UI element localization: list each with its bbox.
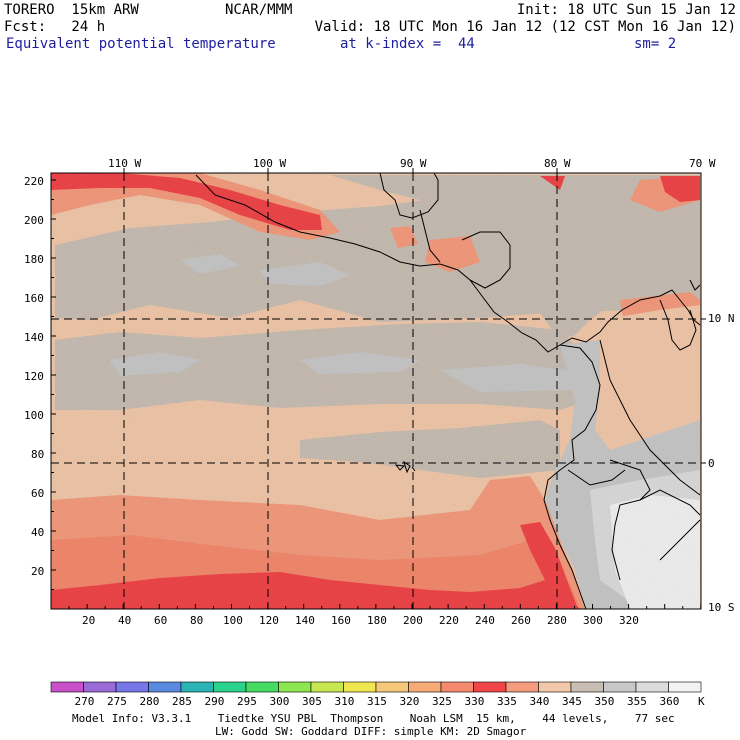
- colorbar-swatch: [148, 681, 182, 693]
- grid-x-label: 320: [619, 614, 639, 627]
- colorbar-swatch: [408, 681, 442, 693]
- lon-label-70w: 70 W: [689, 157, 716, 170]
- colorbar-swatch: [180, 681, 214, 693]
- smoothing-label: sm= 2: [634, 36, 677, 52]
- colorbar-swatch: [343, 681, 377, 693]
- colorbar-swatch: [473, 681, 507, 693]
- grid-x-label: 300: [583, 614, 603, 627]
- colorbar-tick-label: 340: [529, 695, 550, 708]
- org-label: NCAR/MMM: [225, 2, 293, 18]
- grid-x-label: 40: [118, 614, 132, 627]
- colorbar-swatch: [505, 681, 539, 693]
- colorbar-tick-label: 285: [172, 695, 192, 708]
- lon-label-80w: 80 W: [544, 157, 571, 170]
- colorbar-tick-label: 360: [659, 695, 680, 708]
- colorbar-swatch: [83, 681, 117, 693]
- grid-y-label: 80: [31, 448, 45, 461]
- colorbar-swatch: [213, 681, 247, 693]
- grid-x-label: 240: [475, 614, 495, 627]
- colorbar-swatch: [50, 681, 84, 693]
- lat-label-0: 0: [708, 457, 715, 470]
- grid-y-label: 60: [31, 487, 45, 500]
- model-info: Model Info: V3.3.1 Tiedtke YSU PBL Thomp…: [72, 712, 675, 725]
- physics-info: LW: Godd SW: Goddard DIFF: simple KM: 2D…: [215, 725, 527, 738]
- grid-ticks: [50, 168, 706, 610]
- coastlines: [195, 172, 701, 610]
- colorbar-tick-label: 280: [139, 695, 160, 708]
- colorbar-tick-label: 335: [497, 695, 517, 708]
- lat-label-10n: 10 N: [708, 312, 735, 325]
- grid-x-label: 280: [547, 614, 567, 627]
- grid-y-label: 120: [24, 370, 44, 383]
- texture-overlay: [51, 173, 701, 609]
- colorbar-swatch: [538, 681, 572, 693]
- colorbar-swatch: [570, 681, 604, 693]
- colorbar-swatch: [245, 681, 279, 693]
- colorbar-tick-label: 300: [269, 695, 290, 708]
- grid-y-label: 40: [31, 526, 45, 539]
- colorbar-unit: K: [698, 695, 705, 708]
- grid-x-label: 160: [331, 614, 351, 627]
- colorbar-tick-label: 270: [74, 695, 95, 708]
- grid-x-label: 200: [403, 614, 423, 627]
- lon-label-110w: 110 W: [108, 157, 142, 170]
- grid-y-label: 140: [24, 331, 44, 344]
- colorbar-tick-label: 295: [237, 695, 257, 708]
- colorbar-swatch: [115, 681, 149, 693]
- colorbar-swatch: [375, 681, 409, 693]
- grid-y-label: 200: [24, 214, 44, 227]
- colorbar-tick-label: 345: [562, 695, 582, 708]
- grid-y-label: 180: [24, 253, 44, 266]
- model-title: TORERO 15km ARW: [4, 2, 139, 18]
- grid-x-label: 140: [295, 614, 315, 627]
- grid-x-label: 100: [223, 614, 243, 627]
- grid-x-label: 120: [259, 614, 279, 627]
- colorbar-swatch: [310, 681, 344, 693]
- lon-label-90w: 90 W: [400, 157, 427, 170]
- colorbar-tick-label: 320: [399, 695, 420, 708]
- grid-y-label: 100: [24, 409, 44, 422]
- colorbar-tick-label: 315: [367, 695, 387, 708]
- graticule: [51, 173, 701, 609]
- grid-x-label: 220: [439, 614, 459, 627]
- colorbar-tick-label: 350: [594, 695, 615, 708]
- colorbar-tick-label: 305: [302, 695, 322, 708]
- colorbar-tick-label: 355: [627, 695, 647, 708]
- colorbar-tick-label: 325: [432, 695, 452, 708]
- field-name: Equivalent potential temperature: [6, 36, 276, 52]
- lat-label-10s: 10 S: [708, 601, 735, 614]
- init-time: Init: 18 UTC Sun 15 Jan 12: [516, 2, 736, 18]
- grid-x-label: 80: [190, 614, 204, 627]
- grid-x-label: 20: [82, 614, 96, 627]
- forecast-hour: Fcst: 24 h: [4, 19, 106, 35]
- lon-label-100w: 100 W: [253, 157, 287, 170]
- colorbar-swatch: [278, 681, 312, 693]
- colorbar-swatch: [603, 681, 637, 693]
- grid-x-label: 180: [367, 614, 387, 627]
- grid-x-label: 60: [154, 614, 168, 627]
- colorbar-tick-label: 290: [204, 695, 225, 708]
- colorbar-tick-label: 310: [334, 695, 355, 708]
- colorbar-tick-label: 275: [107, 695, 127, 708]
- level-label: at k-index = 44: [340, 36, 475, 52]
- colorbar-swatch: [668, 681, 702, 693]
- grid-x-label: 260: [511, 614, 531, 627]
- valid-time: Valid: 18 UTC Mon 16 Jan 12 (12 CST Mon …: [314, 19, 736, 35]
- colorbar-tick-label: 330: [464, 695, 485, 708]
- colorbar-swatch: [440, 681, 474, 693]
- grid-y-label: 20: [31, 565, 45, 578]
- grid-y-label: 160: [24, 292, 44, 305]
- grid-y-label: 220: [24, 175, 44, 188]
- colorbar-swatch: [635, 681, 669, 693]
